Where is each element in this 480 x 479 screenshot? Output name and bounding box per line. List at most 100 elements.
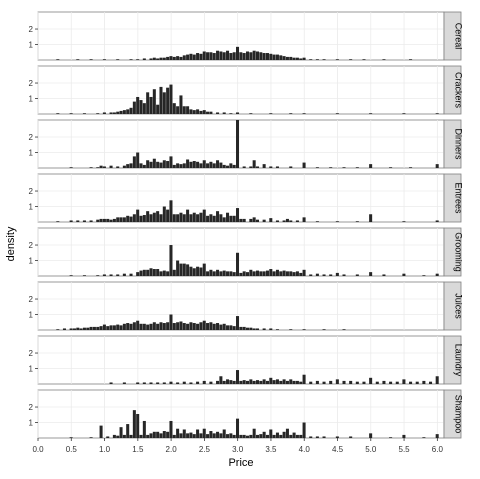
histogram-bar: [142, 323, 146, 330]
histogram-bar: [222, 270, 226, 276]
histogram-bar: [302, 57, 306, 60]
histogram-bar: [202, 320, 206, 330]
histogram-bar: [315, 221, 319, 222]
histogram-bar: [209, 111, 213, 114]
histogram-bar: [389, 381, 393, 384]
histogram-bar: [329, 167, 333, 168]
x-tick-label: 1.0: [99, 445, 111, 454]
facet-panel-laundry: 1 2 Laundry: [29, 335, 464, 385]
histogram-bar: [299, 272, 303, 276]
histogram-bar: [329, 274, 333, 276]
histogram-bar: [216, 380, 220, 384]
histogram-bar: [189, 322, 193, 330]
histogram-bar: [196, 214, 200, 222]
histogram-bar: [295, 380, 299, 384]
histogram-bar: [435, 113, 439, 114]
x-tick-label: 4.5: [332, 445, 344, 454]
histogram-bar: [179, 56, 183, 60]
histogram-bar: [265, 270, 269, 276]
histogram-bar: [292, 432, 296, 438]
histogram-bar: [119, 325, 123, 330]
histogram-bar: [269, 166, 273, 168]
histogram-bar: [122, 434, 126, 438]
histogram-bar: [389, 167, 393, 168]
histogram-bar: [269, 429, 273, 438]
histogram-bar: [166, 87, 170, 114]
histogram-bar: [229, 163, 233, 168]
histogram-bar: [239, 380, 243, 384]
histogram-bar: [162, 92, 166, 114]
histogram-bar: [239, 434, 243, 438]
histogram-bar: [295, 434, 299, 438]
histogram-bar: [152, 89, 156, 114]
histogram-bar: [92, 326, 96, 330]
histogram-bar: [245, 51, 250, 60]
histogram-bar: [152, 212, 156, 222]
histogram-bar: [206, 52, 210, 60]
histogram-bar: [206, 323, 210, 330]
histogram-bar: [189, 53, 193, 60]
histogram-bar: [202, 209, 206, 222]
histogram-bar: [402, 273, 406, 276]
histogram-bar: [222, 52, 226, 60]
facet-strip: [443, 119, 462, 169]
histogram-bar: [79, 328, 83, 330]
histogram-bar: [245, 327, 250, 330]
histogram-bar: [152, 57, 156, 60]
histogram-bar: [236, 208, 240, 222]
histogram-bar: [126, 164, 130, 168]
histogram-bar: [309, 381, 313, 384]
y-tick-label: 2: [29, 79, 34, 88]
histogram-bar: [126, 215, 130, 222]
histogram-bar: [402, 221, 406, 222]
histogram-bar: [82, 275, 86, 276]
histogram-bar: [209, 161, 213, 168]
histogram-bar: [355, 221, 359, 222]
histogram-bar: [172, 214, 176, 222]
histogram-bar: [132, 214, 136, 222]
histogram-bar: [216, 50, 220, 60]
histogram-bar: [275, 166, 279, 168]
facet-panels: 1 2 Cereal 1 2 Crackers 1 2 Dinners 1 2 Entrees 1 2 Gr…: [29, 11, 464, 439]
histogram-bar: [102, 59, 106, 60]
histogram-bar: [302, 269, 306, 276]
histogram-bar: [369, 272, 373, 276]
x-tick-label: 5.5: [399, 445, 411, 454]
histogram-bar: [166, 161, 170, 168]
histogram-bar: [196, 266, 200, 276]
histogram-bar: [156, 211, 160, 222]
histogram-bar: [315, 380, 319, 384]
histogram-bar: [172, 164, 176, 168]
histogram-bar: [156, 104, 160, 114]
y-axis-title: density: [5, 226, 17, 261]
histogram-bar: [252, 217, 256, 222]
histogram-bar: [249, 113, 253, 114]
histogram-bar: [192, 161, 196, 168]
x-tick-label: 3.5: [265, 445, 277, 454]
histogram-bar: [342, 274, 346, 276]
x-tick-label: 3.0: [232, 445, 244, 454]
histogram-bar: [275, 54, 279, 60]
histogram-bar: [219, 214, 223, 222]
histogram-bar: [156, 161, 160, 168]
histogram-bar: [199, 433, 203, 438]
histogram-bar: [216, 112, 220, 114]
x-tick-label: 0.0: [32, 445, 44, 454]
histogram-bar: [279, 434, 283, 438]
facet-strip-label: Grooming: [454, 232, 464, 272]
histogram-bar: [229, 53, 233, 60]
histogram-bar: [189, 161, 193, 168]
histogram-bar: [342, 329, 346, 330]
histogram-bar: [292, 57, 296, 60]
facet-panel-dinners: 1 2 Dinners: [29, 119, 464, 169]
histogram-bar: [206, 163, 210, 168]
histogram-bar: [249, 269, 253, 276]
histogram-bar: [112, 434, 116, 438]
histogram-bar: [249, 327, 253, 330]
histogram-bar: [255, 166, 260, 168]
histogram-bar: [149, 58, 153, 60]
histogram-bar: [176, 214, 180, 222]
facet-strip-label: Juices: [454, 293, 464, 319]
histogram-bar: [116, 59, 120, 60]
histogram-bar: [282, 270, 286, 276]
